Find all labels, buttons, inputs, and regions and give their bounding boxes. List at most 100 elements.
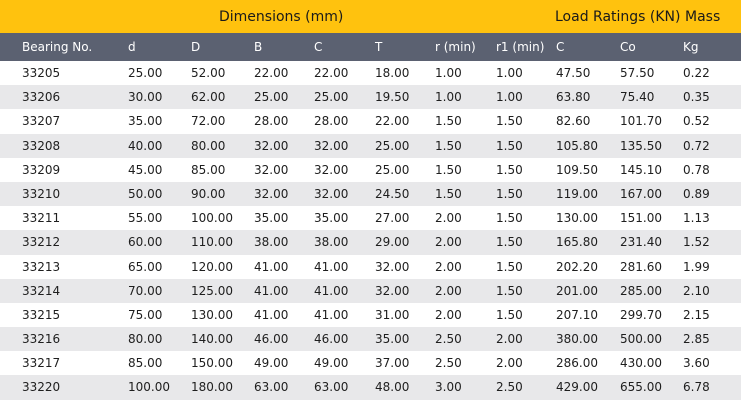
cell-kg: 0.72 xyxy=(683,138,710,153)
cell-outer-d: 110.00 xyxy=(191,235,233,250)
cell-outer-d: 100.00 xyxy=(191,211,233,226)
cell-b: 63.00 xyxy=(254,380,289,395)
cell-co: 430.00 xyxy=(620,356,662,371)
column-header-co: Co xyxy=(620,40,636,54)
cell-bearing-no: 33220 xyxy=(22,380,61,395)
cell-bearing-no: 33217 xyxy=(22,356,61,371)
table-row: 33216 80.00 140.00 46.00 46.00 35.00 2.50 2.00 3… xyxy=(0,327,741,352)
cell-r-min: 2.00 xyxy=(435,235,462,250)
cell-r1-min: 1.50 xyxy=(496,114,523,129)
cell-d: 30.00 xyxy=(128,90,163,105)
cell-co: 500.00 xyxy=(620,332,662,347)
cell-r-min: 1.50 xyxy=(435,138,462,153)
cell-bearing-no: 33211 xyxy=(22,211,61,226)
cell-r-min: 2.00 xyxy=(435,307,462,322)
column-header-row: Bearing No. d D B C T r (min) r1 (min) C… xyxy=(0,33,741,61)
cell-co: 57.50 xyxy=(620,66,655,80)
cell-d: 35.00 xyxy=(128,114,163,129)
cell-d: 60.00 xyxy=(128,235,163,250)
column-header-d: d xyxy=(128,40,136,54)
cell-d: 85.00 xyxy=(128,356,163,371)
cell-kg: 0.22 xyxy=(683,66,710,80)
table-row: 33212 60.00 110.00 38.00 38.00 29.00 2.00 1.50 1… xyxy=(0,230,741,255)
cell-kg: 6.78 xyxy=(683,380,710,395)
cell-c-load: 130.00 xyxy=(556,211,598,226)
cell-t: 31.00 xyxy=(375,307,410,322)
cell-b: 49.00 xyxy=(254,356,289,371)
cell-r1-min: 1.50 xyxy=(496,259,523,274)
cell-kg: 0.89 xyxy=(683,186,710,201)
cell-outer-d: 85.00 xyxy=(191,162,226,177)
table-row: 33220 100.00 180.00 63.00 63.00 48.00 3.00 2.50… xyxy=(0,375,741,400)
cell-t: 22.00 xyxy=(375,114,410,129)
cell-r-min: 2.00 xyxy=(435,259,462,274)
cell-c-load: 63.80 xyxy=(556,90,591,105)
cell-outer-d: 80.00 xyxy=(191,138,226,153)
cell-c-width: 63.00 xyxy=(314,380,349,395)
cell-c-width: 32.00 xyxy=(314,186,349,201)
cell-c-load: 109.50 xyxy=(556,162,598,177)
cell-outer-d: 120.00 xyxy=(191,259,233,274)
cell-b: 25.00 xyxy=(254,90,289,105)
cell-kg: 2.10 xyxy=(683,283,710,298)
cell-r-min: 1.50 xyxy=(435,114,462,129)
cell-r1-min: 1.50 xyxy=(496,283,523,298)
cell-r1-min: 1.50 xyxy=(496,307,523,322)
table-row: 33211 55.00 100.00 35.00 35.00 27.00 2.00 1.50 1… xyxy=(0,206,741,230)
cell-bearing-no: 33206 xyxy=(22,90,61,105)
cell-outer-d: 62.00 xyxy=(191,90,226,105)
cell-r-min: 3.00 xyxy=(435,380,462,395)
cell-d: 65.00 xyxy=(128,259,163,274)
cell-co: 145.10 xyxy=(620,162,662,177)
cell-co: 101.70 xyxy=(620,114,662,129)
cell-c-load: 119.00 xyxy=(556,186,598,201)
cell-d: 100.00 xyxy=(128,380,170,395)
cell-co: 299.70 xyxy=(620,307,662,322)
cell-co: 231.40 xyxy=(620,235,662,250)
cell-kg: 1.99 xyxy=(683,259,710,274)
cell-c-load: 286.00 xyxy=(556,356,598,371)
cell-b: 41.00 xyxy=(254,307,289,322)
cell-c-width: 28.00 xyxy=(314,114,349,129)
cell-r-min: 2.50 xyxy=(435,332,462,347)
table-row: 33214 70.00 125.00 41.00 41.00 32.00 2.00 1.50 2… xyxy=(0,278,741,303)
cell-co: 281.60 xyxy=(620,259,662,274)
cell-kg: 0.78 xyxy=(683,162,710,177)
cell-kg: 1.52 xyxy=(683,235,710,250)
cell-b: 32.00 xyxy=(254,186,289,201)
cell-t: 27.00 xyxy=(375,211,410,226)
cell-bearing-no: 33207 xyxy=(22,114,61,129)
table-row: 33217 85.00 150.00 49.00 49.00 37.00 2.50 2.00 2… xyxy=(0,351,741,375)
cell-t: 32.00 xyxy=(375,283,410,298)
cell-d: 75.00 xyxy=(128,307,163,322)
table-row: 33209 45.00 85.00 32.00 32.00 25.00 1.50 1.50 10… xyxy=(0,158,741,182)
table-row: 33207 35.00 72.00 28.00 28.00 22.00 1.50 1.50 82… xyxy=(0,109,741,133)
cell-d: 25.00 xyxy=(128,66,163,80)
cell-c-load: 207.10 xyxy=(556,307,598,322)
cell-b: 28.00 xyxy=(254,114,289,129)
cell-b: 46.00 xyxy=(254,332,289,347)
cell-r1-min: 1.50 xyxy=(496,162,523,177)
cell-bearing-no: 33213 xyxy=(22,259,61,274)
cell-r-min: 2.00 xyxy=(435,211,462,226)
cell-d: 70.00 xyxy=(128,283,163,298)
column-header-t: T xyxy=(375,40,383,54)
cell-r1-min: 2.00 xyxy=(496,332,523,347)
cell-outer-d: 130.00 xyxy=(191,307,233,322)
cell-c-width: 49.00 xyxy=(314,356,349,371)
cell-t: 25.00 xyxy=(375,138,410,153)
cell-co: 151.00 xyxy=(620,211,662,226)
cell-c-width: 46.00 xyxy=(314,332,349,347)
cell-t: 48.00 xyxy=(375,380,410,395)
cell-c-width: 38.00 xyxy=(314,235,349,250)
cell-co: 167.00 xyxy=(620,186,662,201)
load-ratings-group-label: Load Ratings (KN) xyxy=(555,9,681,25)
table-row: 33210 50.00 90.00 32.00 32.00 24.50 1.50 1.50 11… xyxy=(0,181,741,207)
cell-co: 655.00 xyxy=(620,380,662,395)
group-header-bar: Dimensions (mm) Load Ratings (KN) Mass xyxy=(0,0,741,33)
cell-r-min: 1.50 xyxy=(435,162,462,177)
cell-r-min: 2.00 xyxy=(435,283,462,298)
cell-c-load: 380.00 xyxy=(556,332,598,347)
cell-outer-d: 72.00 xyxy=(191,114,226,129)
cell-outer-d: 52.00 xyxy=(191,66,226,80)
